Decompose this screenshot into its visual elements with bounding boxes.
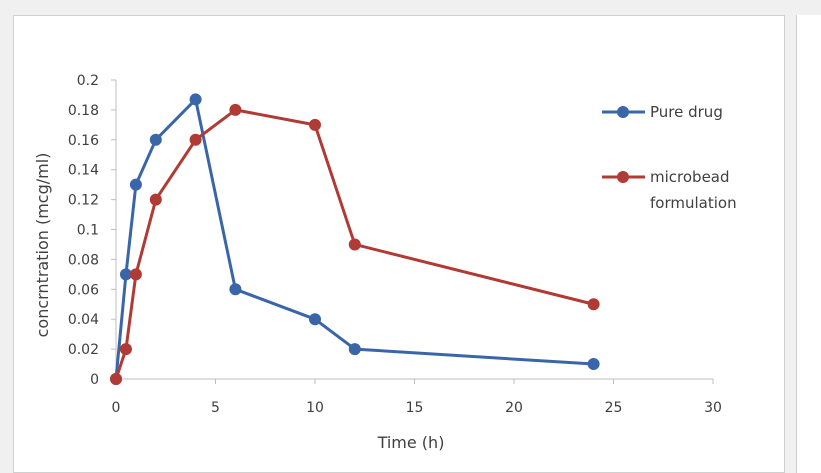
chart-frame bbox=[13, 15, 785, 473]
data-point bbox=[119, 268, 132, 281]
y-tick-label: 0.12 bbox=[68, 193, 99, 209]
legend-entry-microbead-formulation: microbead formulation bbox=[602, 168, 737, 212]
data-point bbox=[348, 343, 361, 356]
legend-marker bbox=[617, 106, 629, 118]
x-tick-label: 25 bbox=[605, 400, 623, 416]
series-microbead-formulation bbox=[110, 103, 600, 385]
y-tick-label: 0.2 bbox=[77, 73, 99, 89]
right-panel-edge bbox=[796, 15, 821, 473]
data-point bbox=[189, 93, 202, 106]
y-tick-label: 0.02 bbox=[68, 342, 99, 358]
data-point bbox=[229, 283, 242, 296]
legend-label: formulation bbox=[650, 194, 737, 212]
x-tick-label: 10 bbox=[306, 400, 324, 416]
legend-entry-pure-drug: Pure drug bbox=[602, 103, 723, 121]
data-point bbox=[229, 103, 242, 116]
data-point bbox=[149, 193, 162, 206]
data-point bbox=[129, 178, 142, 191]
axes bbox=[111, 79, 714, 384]
x-tick-label: 20 bbox=[505, 400, 523, 416]
y-tick-label: 0.14 bbox=[68, 163, 99, 179]
legend: Pure drug microbead formulation bbox=[602, 103, 737, 212]
series-layer bbox=[110, 93, 600, 385]
data-point bbox=[110, 373, 122, 385]
data-point bbox=[129, 268, 142, 281]
y-tick-labels: 0 0.02 0.04 0.06 0.08 0.1 0.12 0.14 0.16 0.18 0.2 bbox=[68, 73, 99, 388]
data-point bbox=[189, 133, 202, 146]
y-tick-label: 0.04 bbox=[68, 312, 99, 328]
x-axis-title: Time (h) bbox=[377, 433, 445, 452]
x-tick-label: 30 bbox=[704, 400, 722, 416]
y-axis-title: concrntration (mcg/ml) bbox=[33, 153, 52, 338]
y-tick-label: 0.06 bbox=[68, 282, 99, 298]
data-point bbox=[119, 343, 132, 356]
data-point bbox=[309, 313, 321, 326]
legend-label: Pure drug bbox=[650, 103, 723, 121]
data-point bbox=[149, 133, 162, 146]
x-tick-label: 15 bbox=[406, 400, 424, 416]
data-point bbox=[587, 298, 600, 311]
y-tick-label: 0.08 bbox=[68, 252, 99, 268]
y-tick-label: 0.1 bbox=[77, 223, 99, 239]
y-tick-label: 0 bbox=[90, 372, 99, 388]
y-tick-label: 0.18 bbox=[68, 103, 99, 119]
legend-label: microbead bbox=[650, 168, 730, 186]
y-tick-label: 0.16 bbox=[68, 133, 99, 149]
legend-marker bbox=[617, 171, 629, 183]
data-point bbox=[587, 358, 600, 371]
data-point bbox=[309, 118, 321, 131]
x-tick-label: 0 bbox=[112, 400, 121, 416]
data-point bbox=[348, 238, 361, 251]
x-tick-labels: 0 5 10 15 20 25 30 bbox=[112, 400, 722, 416]
x-tick-label: 5 bbox=[211, 400, 220, 416]
